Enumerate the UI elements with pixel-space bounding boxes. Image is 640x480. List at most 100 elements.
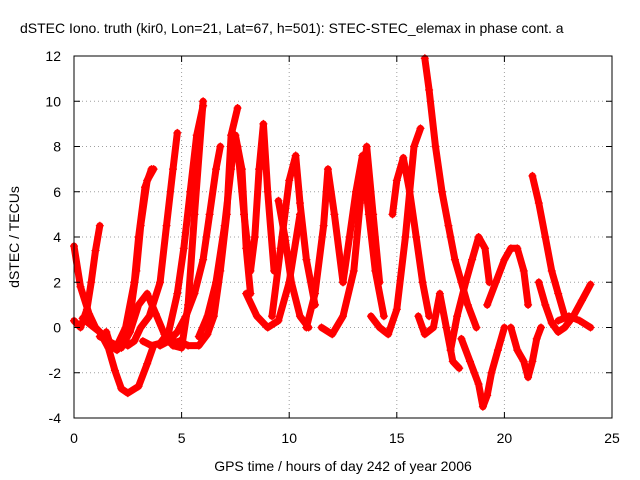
series-28	[534, 278, 595, 337]
series-18	[339, 151, 388, 321]
data-point	[328, 330, 337, 339]
data-point	[319, 221, 328, 230]
data-point	[364, 210, 373, 219]
data-point	[205, 210, 214, 219]
data-point	[351, 187, 360, 196]
series-9	[156, 142, 225, 350]
data-point	[242, 289, 251, 298]
data-point	[444, 221, 453, 230]
y-tick-label: 12	[45, 48, 61, 64]
data-point	[577, 296, 586, 305]
data-point	[212, 278, 221, 287]
y-tick-label: 6	[53, 184, 61, 200]
data-point	[472, 323, 481, 332]
data-point	[431, 142, 440, 151]
data-point	[575, 316, 584, 325]
x-axis-label: GPS time / hours of day 242 of year 2006	[214, 458, 472, 474]
data-point	[554, 289, 563, 298]
data-point	[429, 323, 438, 332]
y-tick-label: 0	[53, 320, 61, 336]
data-point	[95, 221, 104, 230]
data-point	[143, 359, 152, 368]
series-trace	[302, 165, 347, 331]
data-point	[91, 246, 100, 255]
data-point	[130, 337, 139, 346]
series-29	[554, 312, 595, 332]
series-5	[102, 165, 158, 355]
data-point	[410, 142, 419, 151]
data-point	[295, 199, 304, 208]
data-point	[82, 305, 91, 314]
data-point	[536, 323, 545, 332]
data-point	[541, 233, 550, 241]
data-point	[190, 210, 199, 219]
data-point	[233, 142, 242, 151]
data-point	[414, 312, 423, 321]
data-point	[295, 312, 304, 321]
data-point	[216, 142, 225, 151]
data-point	[285, 176, 294, 185]
data-point	[465, 357, 474, 366]
data-point	[513, 346, 522, 355]
data-point	[487, 368, 496, 377]
data-point	[125, 328, 134, 337]
data-point	[255, 165, 264, 174]
data-point	[136, 323, 145, 332]
data-point	[474, 380, 483, 389]
data-point	[405, 187, 414, 196]
data-point	[453, 312, 462, 321]
series-16	[302, 165, 347, 332]
data-point	[263, 323, 272, 332]
series-6	[123, 128, 182, 350]
series-8	[138, 101, 208, 350]
series-23	[446, 233, 494, 355]
x-tick-label: 10	[281, 430, 297, 446]
data-point	[506, 323, 515, 332]
data-point	[134, 300, 143, 309]
data-point	[416, 124, 425, 133]
data-point	[151, 309, 160, 318]
data-point	[164, 328, 173, 337]
series-trace	[124, 129, 181, 350]
data-point	[532, 334, 541, 343]
data-point	[586, 280, 595, 289]
series-trace	[79, 314, 158, 397]
data-point	[156, 341, 165, 350]
data-point	[136, 221, 145, 230]
data-point	[184, 341, 193, 350]
series-26	[506, 323, 545, 382]
data-point	[375, 323, 384, 332]
data-point	[554, 328, 563, 337]
data-point	[220, 221, 229, 230]
y-tick-label: -2	[49, 365, 62, 381]
data-point	[227, 165, 236, 174]
y-axis-label: dSTEC / TECUs	[6, 186, 22, 288]
data-point	[339, 312, 347, 321]
data-point	[76, 282, 85, 291]
data-point	[519, 266, 528, 275]
series-trace	[535, 278, 594, 336]
data-point	[425, 85, 434, 94]
data-point	[267, 312, 276, 321]
data-point	[194, 341, 203, 350]
data-point	[330, 210, 339, 219]
data-point	[399, 153, 408, 162]
data-point	[246, 266, 255, 275]
data-point	[435, 289, 444, 298]
data-point	[442, 323, 451, 332]
data-point	[339, 278, 347, 287]
data-point	[534, 278, 543, 287]
series-17	[317, 142, 384, 339]
data-point	[371, 266, 380, 275]
data-point	[250, 233, 259, 241]
data-point	[560, 323, 569, 332]
data-point	[156, 278, 165, 287]
data-point	[274, 316, 283, 325]
data-point	[358, 151, 367, 160]
data-point	[102, 328, 111, 337]
data-point	[528, 171, 537, 180]
data-point	[317, 323, 326, 332]
axis-ticks: 0 5 10 15 20 25 -4 -2 0 2 4 6 8 10 12	[45, 48, 620, 446]
data-point	[87, 278, 96, 287]
